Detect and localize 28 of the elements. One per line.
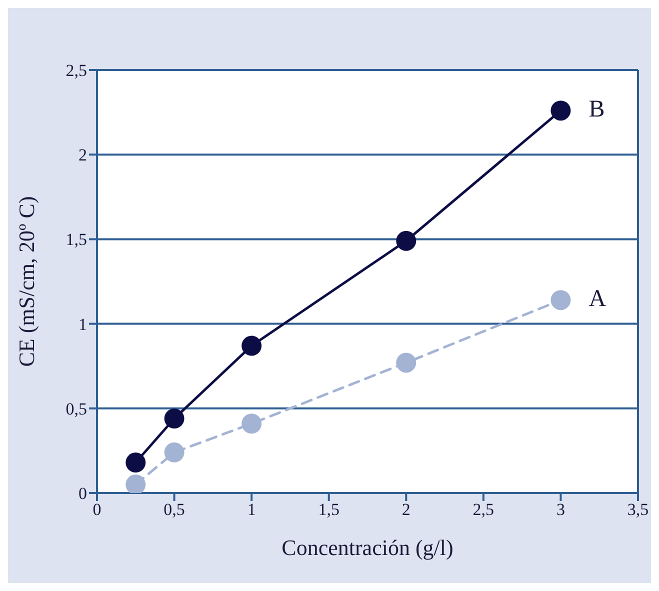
point xyxy=(396,352,416,373)
y-tick-label: 2,5 xyxy=(66,61,87,80)
point xyxy=(164,408,184,429)
y-tick-label: 0 xyxy=(78,484,87,504)
x-tick-label: 3,5 xyxy=(627,500,649,520)
point xyxy=(126,474,146,493)
y-tick-label: 0,5 xyxy=(66,399,87,418)
series-label: A xyxy=(588,286,607,312)
y-tick-label: 1 xyxy=(78,314,87,334)
x-tick-label: 1 xyxy=(247,500,256,520)
point xyxy=(550,290,571,310)
series-label: B xyxy=(588,96,605,123)
x-tick-label: 0,5 xyxy=(164,500,185,520)
x-tick-label: 2,5 xyxy=(472,500,494,520)
y-axis-title: CE (mS/cm, 20º C) xyxy=(14,196,39,367)
point xyxy=(550,100,571,121)
y-tick-label: 1,5 xyxy=(66,230,87,250)
point xyxy=(242,414,262,434)
y-tick-label: 2 xyxy=(78,146,87,165)
point xyxy=(242,336,262,356)
point xyxy=(164,442,184,462)
x-tick-label: 0 xyxy=(92,500,102,520)
x-axis-title: Concentración (g/l) xyxy=(282,535,454,560)
x-tick-label: 2 xyxy=(402,500,410,520)
point xyxy=(396,230,416,251)
x-tick-label: 3 xyxy=(556,500,565,520)
point xyxy=(126,452,146,473)
x-tick-label: 1,5 xyxy=(318,500,340,520)
